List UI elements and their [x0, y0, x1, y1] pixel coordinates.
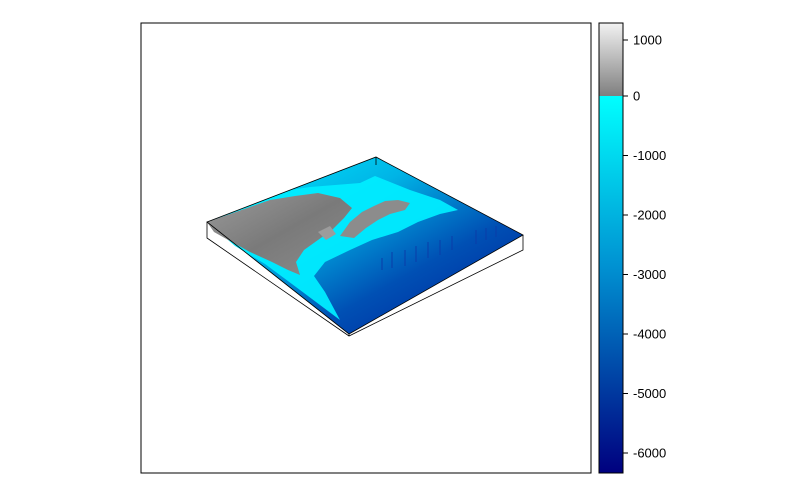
land-mass — [207, 193, 352, 275]
colorbar-sea — [599, 96, 623, 473]
island-small — [318, 226, 336, 240]
colorbar: 1000 0 -1000 -2000 -3000 -4000 -5000 -6000 — [598, 22, 666, 474]
island — [340, 200, 410, 238]
colorbar-tick-label: -2000 — [633, 208, 666, 223]
terrain-surface — [206, 156, 524, 337]
colorbar-frame — [598, 22, 624, 474]
colorbar-land — [599, 23, 623, 96]
colorbar-tick-label: 0 — [633, 89, 640, 104]
colorbar-tick-label: -4000 — [633, 327, 666, 342]
seamounts — [381, 226, 497, 270]
colorbar-tick-label: -6000 — [633, 446, 666, 461]
colorbar-tick-label: 1000 — [633, 33, 662, 48]
colorbar-tick-label: -3000 — [633, 267, 666, 282]
colorbar-tick-label: -1000 — [633, 148, 666, 163]
bounding-box — [206, 156, 524, 337]
colorbar-ticks: 1000 0 -1000 -2000 -3000 -4000 -5000 -6000 — [623, 33, 666, 461]
colorbar-tick-label: -5000 — [633, 386, 666, 401]
